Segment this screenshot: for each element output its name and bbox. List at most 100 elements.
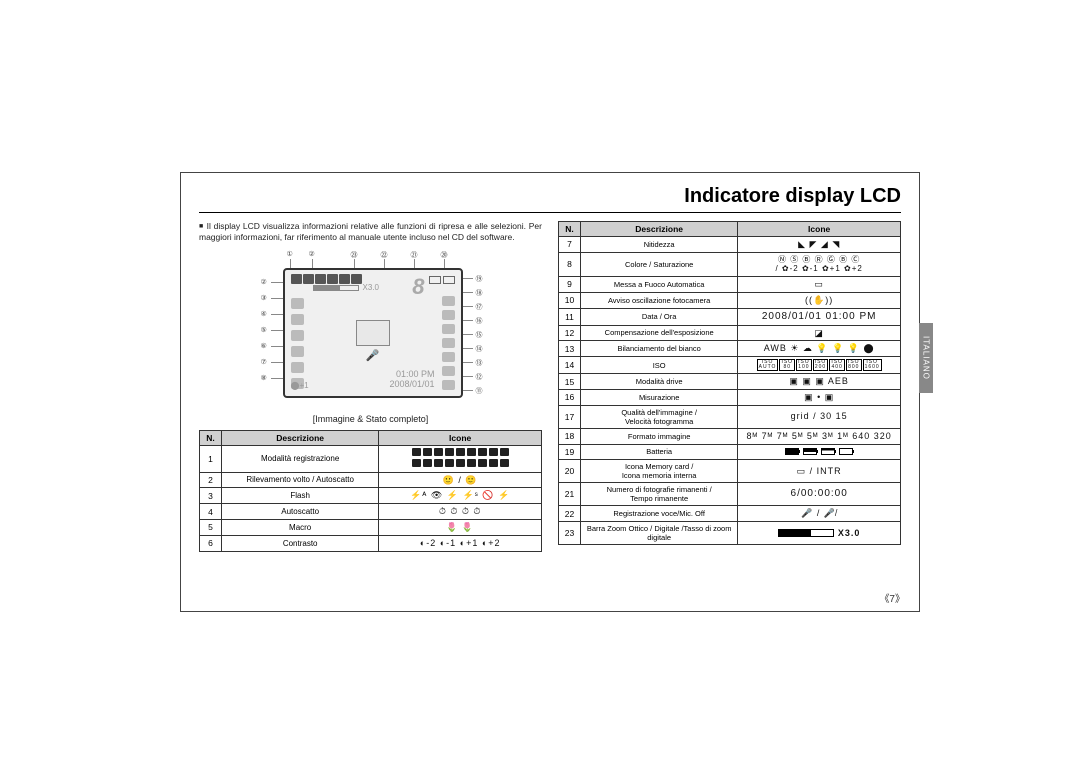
zoom-value: X3.0 [363,283,379,292]
row-desc: Rilevamento volto / Autoscatto [222,472,379,488]
row-number: 13 [559,341,581,357]
row-number: 4 [200,504,222,520]
page-title: Indicatore display LCD [199,185,901,208]
row-desc: Nitidezza [581,237,738,253]
row-desc: Colore / Saturazione [581,252,738,276]
lcd-time: 01:00 PM [396,369,435,379]
row-icons: 🙂 / 🙂 [379,472,542,488]
row-icons: ◪ [738,325,901,341]
row-number: 8 [559,252,581,276]
row-number: 7 [559,237,581,253]
row-desc: Registrazione voce/Mic. Off [581,506,738,522]
row-icons: ⚡ᴬ 👁 ⚡ ⚡ˢ 🚫 ⚡ [379,488,542,504]
row-desc: Icona Memory card /Icona memoria interna [581,460,738,483]
right-table: N. Descrizione Icone 7Nitidezza◣ ◤ ◢ ◥8C… [558,221,901,545]
manual-page: ITALIANO Indicatore display LCD ■Il disp… [180,172,920,612]
table-row: 6Contrasto◐-2 ◐-1 ◐+1 ◐+2 [200,535,542,551]
callout-right-13: ⑬ [476,358,483,368]
callout-left-8: ⑧ [261,374,267,382]
row-icons: X3.0 [738,522,901,545]
row-icons: ▭ [738,276,901,292]
callout-top-20: ⑳ [441,250,448,260]
row-number: 12 [559,325,581,341]
callout-left-7: ⑦ [261,358,267,366]
intro-body: Il display LCD visualizza informazioni r… [199,221,542,242]
row-desc: Barra Zoom Ottico / Digitale /Tasso di z… [581,522,738,545]
row-number: 20 [559,460,581,483]
row-desc: Numero di fotografie rimanenti /Tempo ri… [581,483,738,506]
table-row: 21Numero di fotografie rimanenti /Tempo … [559,483,901,506]
row-desc: Misurazione [581,389,738,405]
table-row: 13Bilanciamento del biancoAWB ☀ ☁ 💡 💡 💡 … [559,341,901,357]
left-column: ■Il display LCD visualizza informazioni … [199,221,542,552]
row-icons: AWB ☀ ☁ 💡 💡 💡 ⬤ [738,341,901,357]
row-icons: 2008/01/01 01:00 PM [738,308,901,325]
table-row: 2Rilevamento volto / Autoscatto🙂 / 🙂 [200,472,542,488]
table-row: 17Qualità dell'immagine /Velocità fotogr… [559,405,901,428]
row-number: 19 [559,444,581,460]
callout-left-2: ② [261,278,267,286]
title-divider [199,212,901,213]
row-icons: grid / 30 15 [738,405,901,428]
row-desc: Macro [222,519,379,535]
table-row: 14ISOISOAUTOISO80ISO100ISO200ISO400ISO80… [559,357,901,374]
lcd-date: 2008/01/01 [389,379,434,389]
table-row: 1Modalità registrazione [200,445,542,472]
mic-icon: 🎤 [366,349,380,362]
callout-left-4: ④ [261,310,267,318]
callout-top-2: ② [309,250,315,258]
table-row: 10Avviso oscillazione fotocamera((✋)) [559,292,901,308]
focus-frame-icon [356,320,390,346]
row-number: 18 [559,428,581,444]
callout-right-12: ⑫ [476,372,483,382]
table-row: 19Batteria [559,444,901,460]
table-row: 20Icona Memory card /Icona memoria inter… [559,460,901,483]
page-number: 《7》 [879,590,905,605]
row-number: 6 [200,535,222,551]
row-desc: ISO [581,357,738,374]
callout-top-1: ① [287,250,293,258]
table-row: 22Registrazione voce/Mic. Off🎤 / 🎤̸ [559,506,901,522]
th-n: N. [200,430,222,445]
right-column: N. Descrizione Icone 7Nitidezza◣ ◤ ◢ ◥8C… [558,221,901,552]
row-icons: ▣ ▣ ▣ AEB [738,374,901,390]
row-desc: Avviso oscillazione fotocamera [581,292,738,308]
callout-left-6: ⑥ [261,342,267,350]
callout-right-19: ⑲ [476,274,483,284]
row-icons: ▣ • ▣ [738,389,901,405]
language-tab: ITALIANO [919,323,933,393]
row-icons: Ⓝ Ⓢ Ⓑ Ⓡ Ⓖ Ⓑ Ⓒ/ ✿-2 ✿-1 ✿+1 ✿+2 [738,252,901,276]
row-desc: Modalità registrazione [222,445,379,472]
row-number: 15 [559,374,581,390]
row-desc: Compensazione dell'esposizione [581,325,738,341]
callout-right-16: ⑯ [476,316,483,326]
row-desc: Modalità drive [581,374,738,390]
callout-right-18: ⑱ [476,288,483,298]
table-row: 3Flash⚡ᴬ 👁 ⚡ ⚡ˢ 🚫 ⚡ [200,488,542,504]
callout-right-11: ⑪ [476,386,483,396]
table-row: 15Modalità drive▣ ▣ ▣ AEB [559,374,901,390]
row-number: 2 [200,472,222,488]
row-desc: Bilanciamento del bianco [581,341,738,357]
lcd-screen: X3.0 8 🎤 01:00 PM 2008/01/01 ⬤+1 [283,268,463,398]
row-icons [379,445,542,472]
row-number: 11 [559,308,581,325]
table-row: 11Data / Ora2008/01/01 01:00 PM [559,308,901,325]
row-icons: ▭ / INTR [738,460,901,483]
battery-icon [429,276,455,284]
row-number: 10 [559,292,581,308]
shots-remaining: 8 [412,274,424,300]
zoom-bar-icon [313,285,359,291]
row-icons: 6/00:00:00 [738,483,901,506]
row-icons: ((✋)) [738,292,901,308]
lcd-datetime: 01:00 PM 2008/01/01 [389,370,434,390]
left-table: N. Descrizione Icone 1Modalità registraz… [199,430,542,552]
row-number: 5 [200,519,222,535]
row-icons: ◣ ◤ ◢ ◥ [738,237,901,253]
row-desc: Data / Ora [581,308,738,325]
lcd-left-icons [291,298,304,389]
row-icons: ◐-2 ◐-1 ◐+1 ◐+2 [379,535,542,551]
table-row: 4Autoscatto⏱ ⏱ ⏱ ⏱ [200,504,542,520]
row-desc: Messa a Fuoco Automatica [581,276,738,292]
lcd-top-icons [291,274,362,284]
